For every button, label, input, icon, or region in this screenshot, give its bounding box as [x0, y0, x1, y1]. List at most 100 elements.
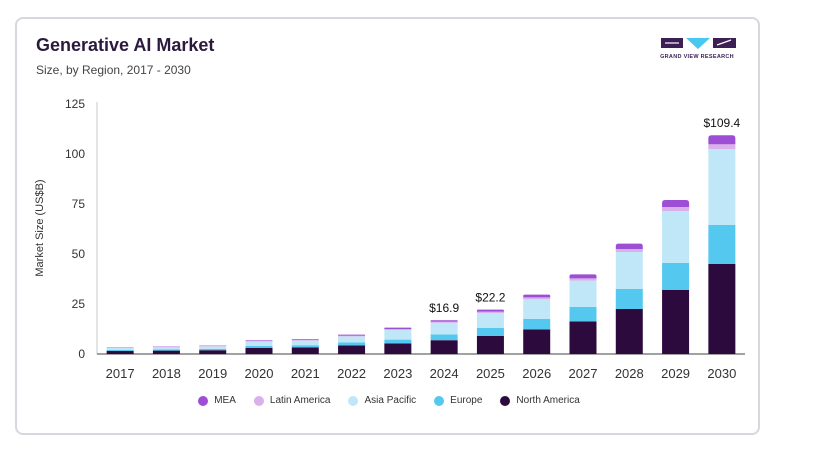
x-tick-label: 2017 — [106, 366, 135, 381]
bar-total-annotation: $22.2 — [475, 291, 505, 305]
legend-swatch — [434, 395, 445, 406]
bar-segment-mea — [338, 334, 366, 336]
legend-item: Europe — [434, 395, 482, 406]
bar-segment-latin-america — [523, 297, 551, 300]
bar-segment-north-america — [523, 329, 551, 354]
bar-segment-north-america — [199, 350, 227, 354]
bar-segment-asia-pacific — [338, 336, 366, 343]
x-tick-label: 2021 — [291, 366, 320, 381]
y-tick-label: 25 — [72, 297, 86, 311]
legend-item: Latin America — [253, 395, 330, 406]
bar-segment-europe — [338, 342, 366, 346]
bar-segment-asia-pacific — [291, 340, 319, 346]
bar-segment-mea — [476, 309, 504, 312]
logo-right-stroke — [716, 39, 732, 46]
y-tick-label: 100 — [65, 147, 85, 161]
x-tick-label: 2030 — [707, 366, 736, 381]
x-tick-label: 2026 — [522, 366, 551, 381]
bar-segment-north-america — [615, 309, 643, 354]
bar-segment-latin-america — [662, 207, 690, 211]
bar-segment-asia-pacific — [106, 348, 134, 350]
bar-segment-europe — [245, 346, 273, 348]
bar-segment-mea — [662, 200, 690, 207]
x-tick-label: 2028 — [615, 366, 644, 381]
x-tick-label: 2018 — [152, 366, 181, 381]
bar-segment-europe — [152, 349, 180, 351]
bar-segment-asia-pacific — [708, 149, 736, 225]
bar-segment-asia-pacific — [476, 313, 504, 328]
bar-segment-latin-america — [338, 335, 366, 337]
bar-segment-latin-america — [569, 278, 597, 281]
legend-item: Asia Pacific — [348, 395, 416, 406]
bar-segment-europe — [291, 345, 319, 348]
legend-label: North America — [516, 395, 580, 406]
bar-segment-mea — [708, 135, 736, 145]
chart-subtitle: Size, by Region, 2017 - 2030 — [36, 63, 191, 77]
bar-segment-mea — [291, 339, 319, 340]
legend-label: Europe — [450, 395, 483, 406]
bar-segment-latin-america — [430, 321, 458, 323]
bar-segment-europe — [384, 339, 412, 344]
bar-segment-europe — [662, 263, 690, 290]
x-tick-label: 2022 — [337, 366, 366, 381]
bar-segment-latin-america — [384, 329, 412, 330]
bar-segment-asia-pacific — [523, 299, 551, 319]
bar-segment-latin-america — [708, 144, 736, 149]
bar-segment-north-america — [569, 321, 597, 354]
x-tick-label: 2025 — [476, 366, 505, 381]
bar-segment-asia-pacific — [245, 341, 273, 346]
bar-segment-mea — [523, 294, 551, 298]
x-tick-label: 2019 — [198, 366, 227, 381]
legend-swatch — [253, 395, 264, 406]
bar-segment-mea — [430, 320, 458, 322]
logo-right-block — [713, 38, 736, 48]
y-tick-label: 125 — [65, 97, 85, 111]
bar-segment-asia-pacific — [199, 346, 227, 349]
bar-segment-europe — [430, 334, 458, 341]
legend-swatch — [198, 395, 209, 406]
bar-segment-north-america — [291, 347, 319, 354]
bar-segment-north-america — [430, 340, 458, 354]
chart-legend: MEA Latin America Asia Pacific Europe North … — [0, 395, 778, 406]
y-tick-label: 50 — [72, 247, 86, 261]
legend-label: Asia Pacific — [364, 395, 417, 406]
bar-segment-latin-america — [615, 249, 643, 252]
bar-segment-latin-america — [291, 340, 319, 341]
legend-swatch — [500, 395, 511, 406]
bar-segment-asia-pacific — [430, 322, 458, 335]
bar-segment-europe — [569, 307, 597, 322]
legend-item: MEA — [198, 395, 236, 406]
bar-segment-north-america — [245, 348, 273, 354]
bar-segment-north-america — [662, 290, 690, 354]
bar-segment-europe — [199, 348, 227, 351]
bar-segment-mea — [384, 327, 412, 329]
bar-segment-asia-pacific — [615, 252, 643, 289]
logo-text: GRAND VIEW RESEARCH — [660, 54, 734, 60]
bar-total-annotation: $16.9 — [429, 301, 459, 315]
x-tick-label: 2029 — [661, 366, 690, 381]
legend-label: MEA — [214, 395, 236, 406]
bar-segment-north-america — [106, 351, 134, 354]
bar-segment-north-america — [384, 343, 412, 354]
bar-segment-north-america — [152, 350, 180, 354]
grand-view-research-logo-icon — [661, 38, 736, 49]
bar-segment-north-america — [338, 345, 366, 354]
bar-segment-mea — [615, 243, 643, 249]
chart-title: Generative AI Market — [36, 35, 215, 55]
chart-card — [15, 17, 760, 435]
legend-item: North America — [500, 395, 580, 406]
bar-segment-europe — [615, 289, 643, 309]
bar-segment-north-america — [476, 336, 504, 354]
x-tick-label: 2023 — [383, 366, 412, 381]
legend-swatch — [348, 395, 359, 406]
x-tick-label: 2024 — [430, 366, 459, 381]
bar-total-annotation: $109.4 — [704, 116, 741, 130]
bar-segment-europe — [476, 328, 504, 336]
x-tick-label: 2020 — [245, 366, 274, 381]
bar-segment-europe — [708, 225, 736, 264]
bar-segment-asia-pacific — [569, 280, 597, 307]
bar-segment-north-america — [708, 264, 736, 354]
bar-segment-asia-pacific — [384, 330, 412, 340]
y-tick-label: 0 — [78, 347, 85, 361]
